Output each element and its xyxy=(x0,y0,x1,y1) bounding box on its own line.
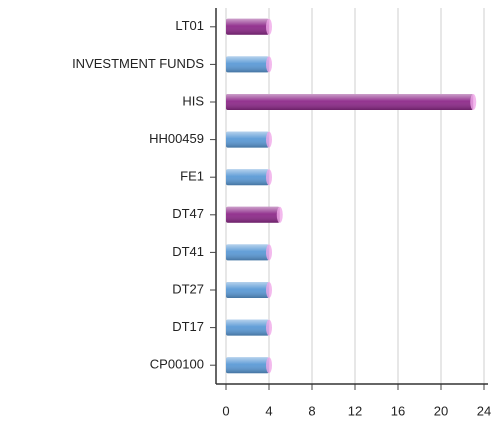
bar-shine xyxy=(226,169,269,186)
y-tick-label: DT17 xyxy=(172,319,204,334)
bar-cap xyxy=(266,357,272,374)
y-tick-label: FE1 xyxy=(180,169,204,184)
y-tick-label: LT01 xyxy=(175,18,204,33)
x-tick-label: 8 xyxy=(308,403,315,418)
y-tick-label: DT47 xyxy=(172,206,204,221)
x-tick-label: 16 xyxy=(391,403,405,418)
bar-cap xyxy=(276,206,283,223)
bar-cap xyxy=(266,56,272,73)
y-tick-label: INVESTMENT FUNDS xyxy=(72,56,204,71)
bar-cap xyxy=(266,244,272,261)
bar-shine xyxy=(226,206,280,223)
bar-cap xyxy=(266,319,272,336)
x-tick-label: 4 xyxy=(265,403,272,418)
y-tick-label: DT41 xyxy=(172,244,204,259)
y-tick-label: HIS xyxy=(182,93,204,108)
bar-shine xyxy=(226,319,269,336)
bar-shine xyxy=(226,357,269,374)
y-tick-label: DT27 xyxy=(172,281,204,296)
y-tick-label: CP00100 xyxy=(150,357,204,372)
bar-cap xyxy=(266,131,272,148)
bar-shine xyxy=(226,282,269,298)
bar-shine xyxy=(226,131,269,148)
x-tick-label: 20 xyxy=(434,403,448,418)
x-tick-label: 0 xyxy=(222,403,229,418)
y-tick-label: HH00459 xyxy=(149,131,204,146)
bar-shine xyxy=(226,18,269,35)
x-tick-label: 12 xyxy=(348,403,362,418)
bar-cap xyxy=(266,18,272,35)
x-tick-label: 24 xyxy=(477,403,491,418)
bar-cap xyxy=(470,94,477,110)
bar-shine xyxy=(226,94,474,110)
bar-shine xyxy=(226,244,269,261)
bar-shine xyxy=(226,56,269,73)
bar-cap xyxy=(266,169,272,186)
bar-cap xyxy=(266,282,272,298)
